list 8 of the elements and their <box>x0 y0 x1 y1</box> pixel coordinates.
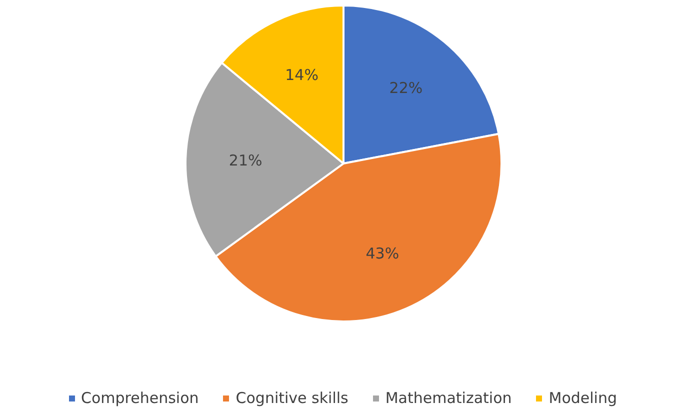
data-label: 43% <box>366 244 400 262</box>
legend-label: Modeling <box>548 389 617 407</box>
legend-label: Cognitive skills <box>236 389 348 407</box>
data-label: 22% <box>389 79 423 98</box>
data-label: 14% <box>285 66 318 84</box>
data-label: 21% <box>228 151 262 170</box>
legend-label: Mathematization <box>385 389 512 407</box>
legend-label: Comprehension <box>81 389 199 407</box>
